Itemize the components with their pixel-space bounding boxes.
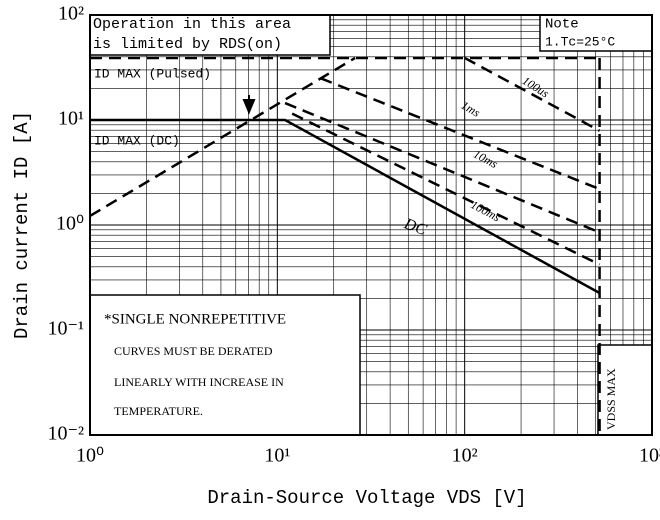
x-tick-label: 10¹	[264, 445, 290, 467]
x-tick-label: 10⁰	[76, 445, 104, 467]
annotation-box	[539, 14, 653, 52]
annotation-box	[597, 344, 653, 436]
series-label: 10ms	[471, 147, 500, 171]
series-line	[464, 56, 601, 132]
annotation: TEMPERATURE.	[114, 404, 203, 418]
series-line	[291, 112, 601, 266]
y-tick-label: 10¹	[58, 108, 84, 130]
x-axis-label: Drain-Source Voltage VDS [V]	[207, 487, 526, 509]
annotation: ID MAX (DC)	[94, 133, 180, 148]
series-line	[90, 118, 601, 295]
arrow	[242, 95, 256, 115]
y-tick-label: 10⁻¹	[47, 318, 84, 340]
series-label: 1ms	[459, 98, 483, 120]
annotation: is limited by RDS(on)	[93, 36, 282, 53]
x-tick-label: 10³	[639, 445, 660, 467]
annotation: Note	[545, 17, 579, 33]
series-line	[284, 101, 601, 234]
annotation: LINEARLY WITH INCREASE IN	[114, 375, 284, 389]
x-tick-label: 10²	[452, 445, 478, 467]
series-label: DC	[401, 215, 429, 239]
series-line	[320, 77, 601, 191]
annotation: VDSS MAX	[604, 368, 618, 430]
plot-frame	[89, 14, 653, 436]
annotation: Operation in this area	[93, 16, 291, 33]
annotation: 1.Tc=25°C	[545, 34, 615, 49]
y-tick-label: 10⁻²	[47, 423, 84, 445]
y-axis-label: Drain current ID [A]	[11, 111, 33, 339]
annotation: *SINGLE NONREPETITIVE	[104, 311, 286, 327]
annotation: ID MAX (Pulsed)	[94, 66, 211, 81]
series-label: 100ms	[468, 197, 503, 224]
annotation: CURVES MUST BE DERATED	[114, 344, 273, 358]
series-line	[89, 56, 356, 218]
y-tick-label: 10²	[58, 3, 84, 25]
y-tick-label: 10⁰	[56, 213, 84, 235]
